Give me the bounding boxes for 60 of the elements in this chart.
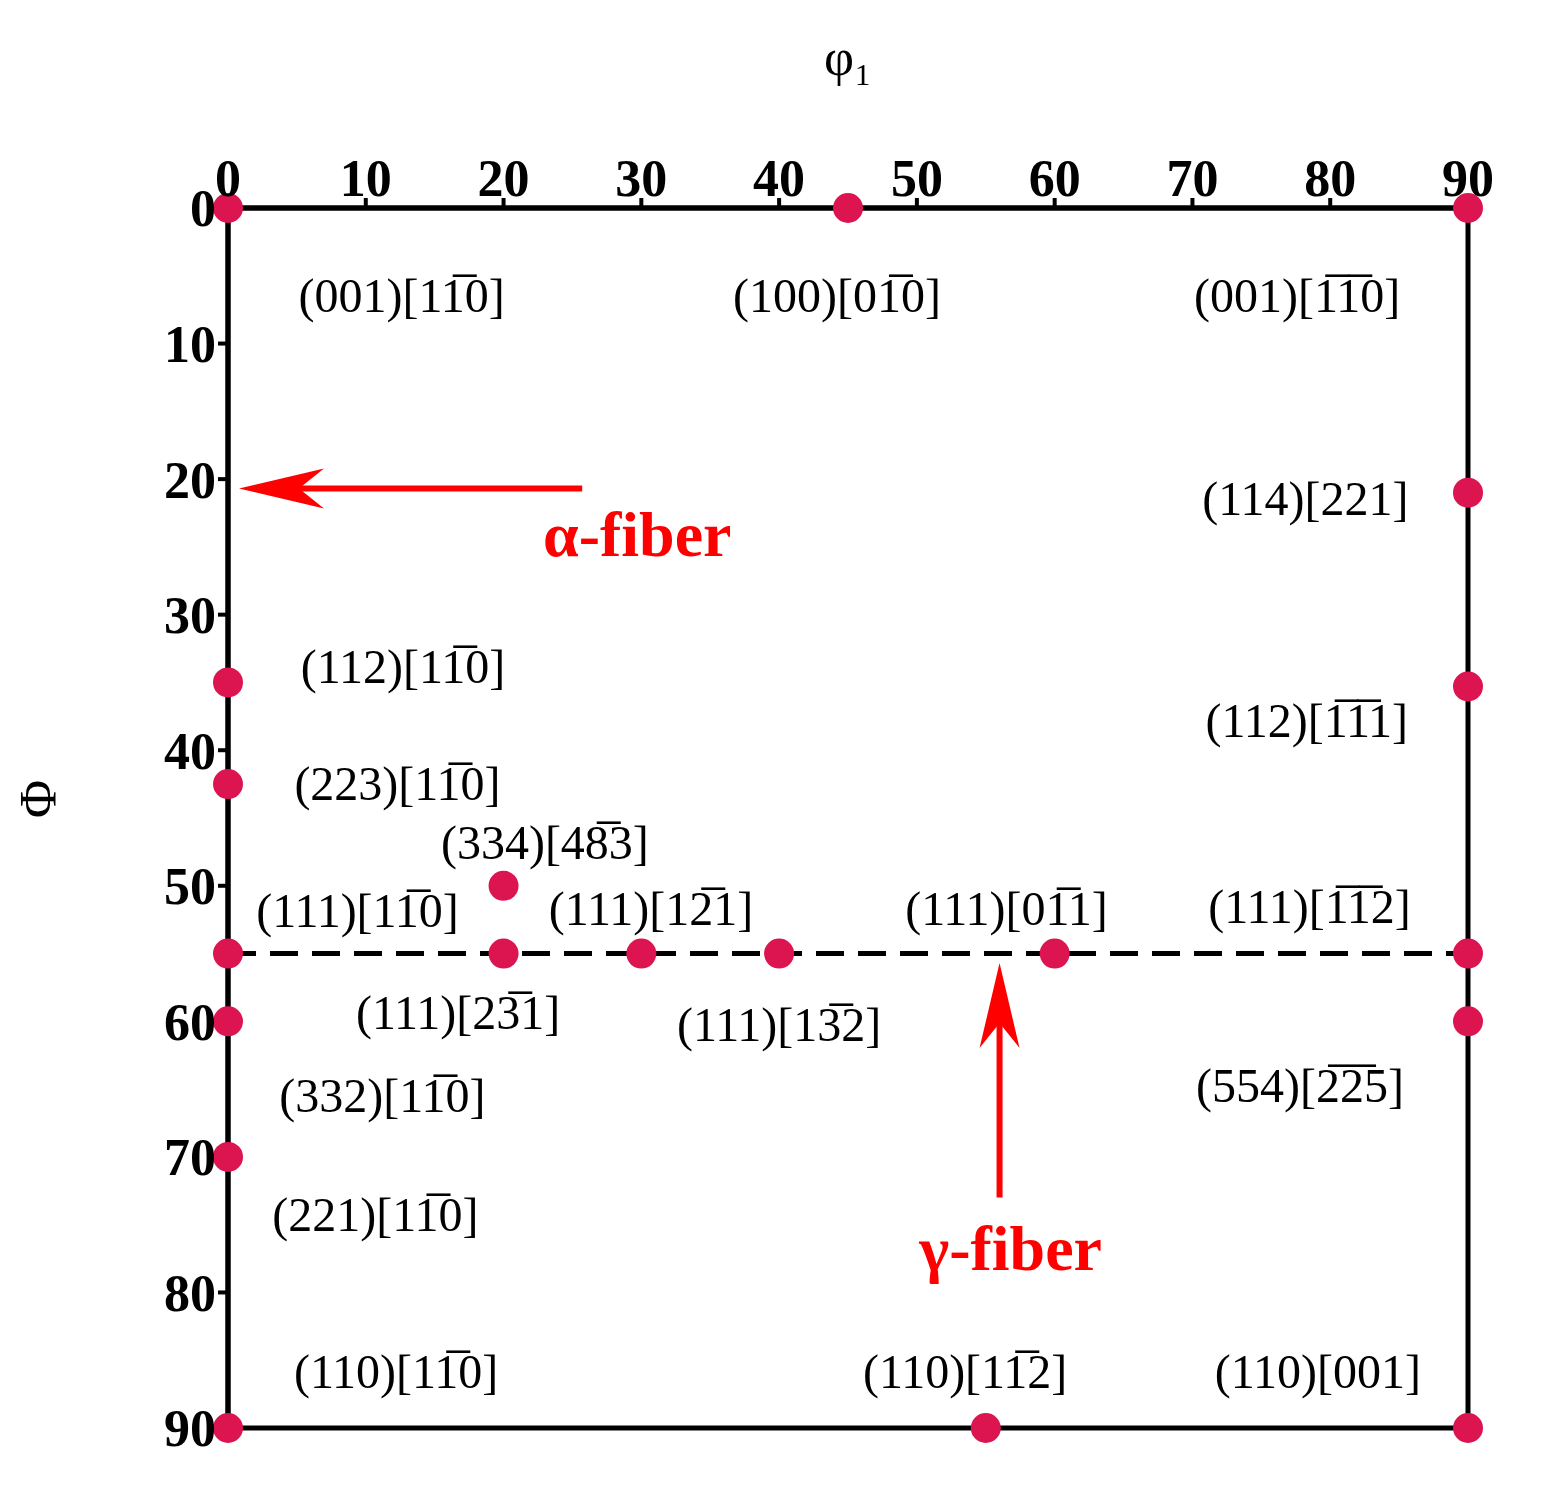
annotation: (332)[11̅0] bbox=[279, 1068, 486, 1123]
point bbox=[1453, 671, 1483, 702]
point bbox=[833, 193, 863, 223]
point bbox=[488, 870, 519, 901]
x-tick-label: 50 bbox=[890, 150, 943, 207]
annotation: (001)[11̅0] bbox=[298, 268, 505, 323]
y-axis-title: Φ bbox=[10, 779, 68, 818]
point bbox=[213, 769, 243, 800]
annotation: (111)[23̅1] bbox=[355, 985, 561, 1040]
x-tick-label: 70 bbox=[1166, 150, 1219, 207]
y-tick-label: 10 bbox=[164, 316, 216, 374]
point bbox=[488, 938, 519, 969]
point bbox=[213, 1141, 243, 1172]
point bbox=[1453, 1413, 1483, 1443]
point bbox=[213, 1006, 243, 1037]
point bbox=[213, 938, 243, 969]
point bbox=[626, 938, 657, 969]
annotation: (110)[001] bbox=[1214, 1345, 1421, 1400]
point bbox=[1453, 1006, 1483, 1037]
x-tick-label: 60 bbox=[1028, 150, 1081, 207]
annotation: (001)[1̅1̅0] bbox=[1194, 268, 1401, 323]
annotation: (100)[01̅0] bbox=[733, 268, 941, 323]
annotation: (111)[01̅1] bbox=[905, 881, 1108, 936]
point bbox=[970, 1413, 1001, 1443]
annotation: (111)[13̅2] bbox=[676, 998, 882, 1053]
annotation: (111)[11̅0] bbox=[256, 884, 459, 939]
y-tick-label: 70 bbox=[164, 1129, 216, 1187]
y-tick-label: 80 bbox=[164, 1264, 216, 1322]
point bbox=[1039, 938, 1070, 969]
annotation: (554)[2̅2̅5] bbox=[1195, 1059, 1404, 1114]
annotation: (114)[221] bbox=[1202, 472, 1409, 527]
annotation: (221)[11̅0] bbox=[272, 1187, 479, 1242]
annotation: γ-fiber bbox=[918, 1213, 1102, 1285]
annotation: (223)[11̅0] bbox=[294, 756, 501, 811]
point bbox=[1453, 938, 1483, 969]
annotation: (110)[11̅2] bbox=[862, 1345, 1068, 1400]
annotation: (111)[1̅1̅2] bbox=[1208, 880, 1411, 935]
point bbox=[213, 667, 243, 698]
annotation: (112)[11̅0] bbox=[300, 640, 506, 695]
annotation: (112)[1̅1̅1] bbox=[1205, 694, 1409, 749]
point bbox=[764, 938, 795, 969]
annotation: (334)[48̅3] bbox=[440, 816, 649, 871]
point bbox=[1453, 477, 1483, 508]
y-tick-label: 60 bbox=[164, 993, 216, 1051]
y-tick-label: 90 bbox=[164, 1400, 216, 1458]
y-tick-label: 30 bbox=[164, 587, 216, 645]
y-tick-label: 50 bbox=[164, 858, 216, 916]
annotation: (110)[11̅0] bbox=[293, 1345, 499, 1400]
x-tick-label: 20 bbox=[477, 150, 530, 207]
point bbox=[213, 1413, 243, 1443]
annotation: (111)[12̅1] bbox=[548, 881, 754, 936]
x-tick-label: 40 bbox=[753, 150, 806, 207]
x-tick-label: 30 bbox=[615, 150, 668, 207]
annotation: α-fiber bbox=[542, 499, 732, 571]
x-tick-label: 10 bbox=[339, 150, 392, 207]
x-tick-label: 90 bbox=[1442, 150, 1494, 207]
y-tick-label: 40 bbox=[164, 722, 216, 780]
x-axis-title: φ₁ bbox=[823, 28, 873, 86]
y-tick-label: 20 bbox=[164, 451, 216, 509]
x-tick-label: 80 bbox=[1304, 150, 1357, 207]
